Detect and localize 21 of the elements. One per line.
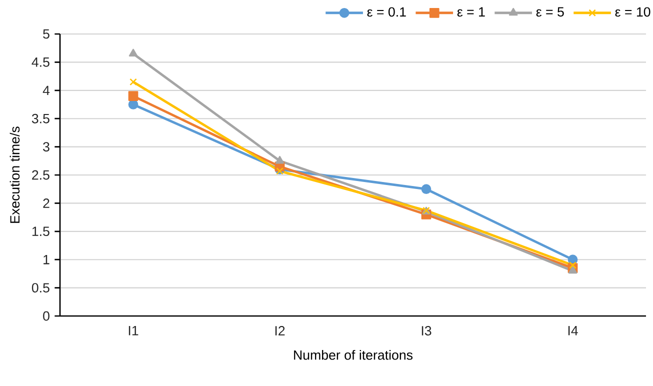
y-axis-title: Execution time/s [10, 126, 20, 223]
x-tick-label: I2 [275, 326, 285, 336]
legend-label: ε = 5 [536, 7, 564, 17]
y-tick-label: 4.5 [32, 58, 50, 67]
y-tick-label: 2 [43, 198, 50, 208]
y-tick-label: 5 [43, 29, 50, 39]
y-tick-label: 0 [43, 311, 50, 321]
x-axis-title: Number of iterations [294, 350, 413, 360]
x-tick-label: I1 [128, 326, 138, 336]
y-tick-label: 4 [42, 86, 50, 95]
legend-label: ε = 0.1 [367, 7, 406, 17]
x-tick-label: I3 [422, 326, 432, 336]
legend-label: ε = 1 [457, 7, 485, 17]
y-tick-label: 1.5 [32, 226, 50, 236]
y-tick-label: 0.5 [32, 283, 50, 293]
y-tick-label: 3.5 [32, 114, 50, 124]
y-tick-label: 1 [44, 255, 50, 264]
legend-label: ε = 10 [615, 7, 650, 17]
y-tick-label: 2.5 [32, 170, 50, 180]
y-tick-label: 3 [43, 142, 50, 152]
x-tick-label: I4 [568, 326, 578, 336]
